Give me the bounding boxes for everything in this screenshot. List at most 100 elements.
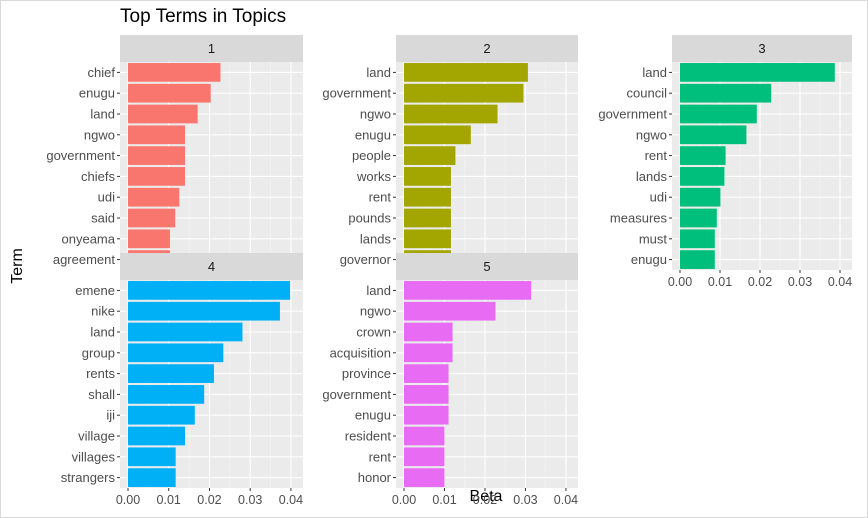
y-tick-label: land: [366, 283, 391, 298]
x-tick-label: 0.01: [708, 275, 732, 289]
y-tick-label: honor: [358, 470, 392, 485]
bar-government: [680, 104, 757, 124]
y-tick-label: land: [90, 325, 115, 340]
y-tick-label: chief: [88, 65, 116, 80]
facet-strip-label: 5: [483, 259, 490, 274]
facet-panels: 1 chief enugu land ngwo government chiefs udi sa…: [46, 35, 852, 507]
facet-strip-label: 4: [208, 259, 215, 274]
bar-enugu: [404, 125, 471, 145]
y-tick-label: province: [342, 366, 391, 381]
y-tick-label: people: [352, 148, 391, 163]
bar-ngwo: [680, 125, 747, 145]
y-tick-label: agreement: [53, 252, 116, 267]
bar-enugu: [404, 405, 449, 425]
bar-nike: [128, 301, 280, 321]
y-tick-label: udi: [98, 190, 115, 205]
y-tick-label: onyeama: [62, 231, 116, 246]
bar-rents: [128, 364, 214, 383]
y-axis-label: Term: [9, 248, 26, 284]
bar-ngwo: [404, 104, 498, 124]
y-tick-label: villages: [72, 449, 116, 464]
x-tick-label: 0.02: [197, 493, 221, 507]
bar-land: [404, 281, 532, 300]
facet-strip: [120, 35, 303, 62]
y-tick-label: lands: [636, 169, 668, 184]
y-tick-label: said: [91, 211, 115, 226]
facet-strip-label: 3: [758, 41, 765, 56]
y-tick-label: ngwo: [360, 107, 391, 122]
bar-measures: [680, 208, 717, 228]
y-tick-label: government: [322, 86, 391, 101]
bar-resident: [404, 426, 445, 446]
y-tick-label: government: [598, 107, 667, 122]
y-tick-label: rents: [86, 366, 115, 381]
y-tick-label: village: [78, 429, 115, 444]
facet-panel-2: 2 land government ngwo enugu people works rent p…: [322, 35, 578, 270]
y-tick-label: measures: [610, 211, 668, 226]
facet-panel-4: 4 emene nike land group rents shall iji village v…: [61, 253, 303, 507]
y-tick-label: government: [46, 148, 115, 163]
y-tick-label: udi: [650, 190, 667, 205]
bar-village: [128, 426, 186, 446]
y-tick-label: ngwo: [360, 304, 391, 319]
bar-group: [128, 343, 224, 363]
y-tick-label: rent: [645, 148, 668, 163]
bar-villages: [128, 447, 176, 467]
bar-rent: [404, 187, 451, 207]
y-tick-label: rent: [369, 449, 392, 464]
y-tick-label: pounds: [348, 211, 391, 226]
bar-chief: [128, 63, 221, 82]
x-tick-label: 0.02: [473, 493, 497, 507]
bar-udi: [128, 187, 180, 207]
y-tick-label: works: [356, 169, 391, 184]
x-tick-label: 0.01: [432, 493, 456, 507]
bar-government: [404, 83, 524, 103]
bar-enugu: [128, 83, 211, 103]
y-tick-label: rent: [369, 190, 392, 205]
bar-ngwo: [404, 301, 496, 321]
bar-province: [404, 364, 449, 383]
x-tick-label: 0.00: [668, 275, 692, 289]
y-tick-label: land: [642, 65, 667, 80]
bar-ngwo: [128, 125, 186, 145]
facet-panel-3: 3 land council government ngwo rent lands udi me…: [598, 35, 852, 289]
x-tick-label: 0.04: [828, 275, 852, 289]
bar-lands: [680, 167, 725, 186]
bar-shall: [128, 385, 205, 404]
bar-government: [404, 385, 449, 404]
bar-land: [680, 63, 835, 82]
y-tick-label: ngwo: [636, 127, 667, 142]
y-tick-label: governor: [340, 252, 392, 267]
y-tick-label: lands: [360, 231, 392, 246]
facet-panel-1: 1 chief enugu land ngwo government chiefs udi sa…: [46, 35, 303, 270]
y-tick-label: emene: [75, 283, 115, 298]
x-tick-label: 0.00: [392, 493, 416, 507]
bar-emene: [128, 281, 291, 300]
bar-pounds: [404, 208, 451, 228]
x-tick-label: 0.03: [513, 493, 537, 507]
y-tick-label: must: [639, 231, 668, 246]
bar-council: [680, 83, 772, 103]
x-tick-label: 0.01: [157, 493, 181, 507]
y-tick-label: acquisition: [330, 345, 391, 360]
y-tick-label: ngwo: [84, 127, 115, 142]
bar-acquisition: [404, 343, 453, 363]
facet-strip: [396, 253, 578, 280]
x-tick-label: 0.04: [279, 493, 303, 507]
bar-rent: [404, 447, 445, 467]
y-tick-label: land: [90, 107, 115, 122]
facet-strip: [120, 253, 303, 280]
x-tick-label: 0.00: [116, 493, 140, 507]
bar-iji: [128, 405, 195, 425]
bar-lands: [404, 229, 451, 249]
y-tick-label: enugu: [631, 252, 667, 267]
bar-government: [128, 146, 186, 165]
bar-honor: [404, 468, 445, 487]
x-tick-label: 0.04: [554, 493, 578, 507]
facet-strip: [396, 35, 578, 62]
y-tick-label: council: [627, 86, 668, 101]
bar-chiefs: [128, 167, 186, 186]
bar-strangers: [128, 468, 176, 487]
y-tick-label: resident: [345, 429, 392, 444]
y-tick-label: enugu: [355, 127, 391, 142]
